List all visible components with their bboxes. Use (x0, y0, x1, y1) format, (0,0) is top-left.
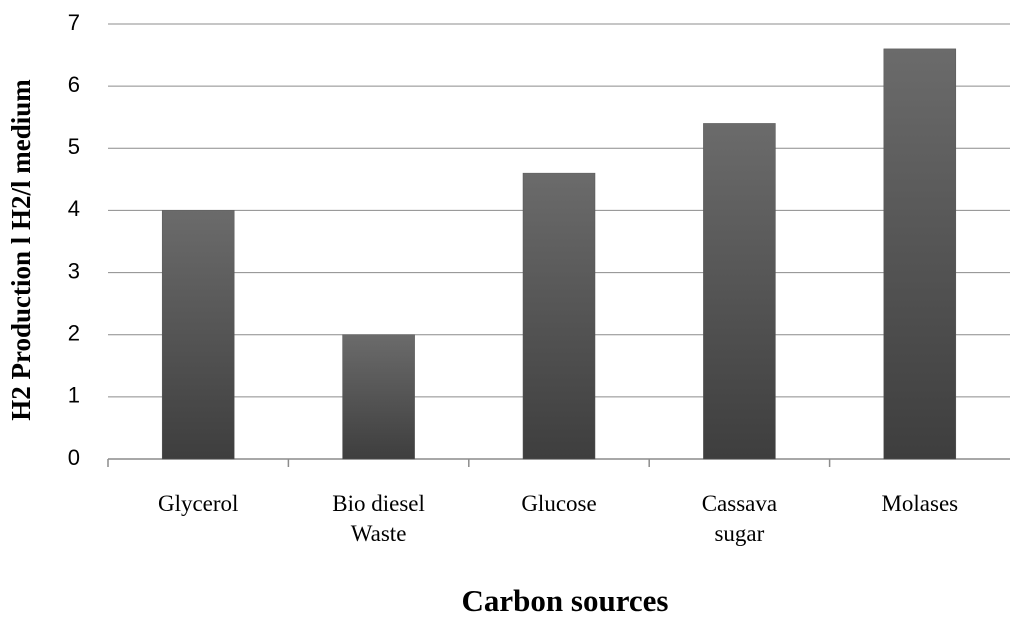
x-axis-title: Carbon sources (462, 583, 669, 618)
x-tick-label-box: Molases (881, 491, 959, 516)
y-tick-label: 4 (68, 196, 80, 221)
bar (161, 210, 235, 460)
x-tick-label: Molases (881, 491, 959, 516)
y-tick-label: 5 (68, 134, 80, 159)
x-tick-label-box: Cassava sugar (701, 491, 778, 546)
bar (342, 334, 415, 460)
y-tick-label: 7 (68, 10, 80, 35)
x-tick-label: Glucose (521, 491, 597, 516)
y-tick-label: 0 (68, 445, 80, 470)
x-tick-label-box: Glucose (521, 491, 597, 516)
x-tick-label: Glycerol (157, 491, 239, 516)
x-tick-label-box: Bio diesel Waste (332, 491, 425, 546)
y-tick-label: 1 (68, 383, 80, 408)
x-tick-label: Bio diesel Waste (332, 491, 425, 546)
x-tick-label-box: Glycerol (157, 491, 239, 516)
x-tick-label: Cassava sugar (701, 491, 778, 546)
bar (883, 48, 957, 460)
bar (522, 172, 596, 460)
y-tick-label: 2 (68, 321, 80, 346)
y-axis-title: H2 Production l H2/l medium (6, 79, 36, 421)
bar (703, 123, 776, 460)
y-tick-label: 3 (68, 258, 80, 283)
y-tick-label: 6 (68, 72, 80, 97)
